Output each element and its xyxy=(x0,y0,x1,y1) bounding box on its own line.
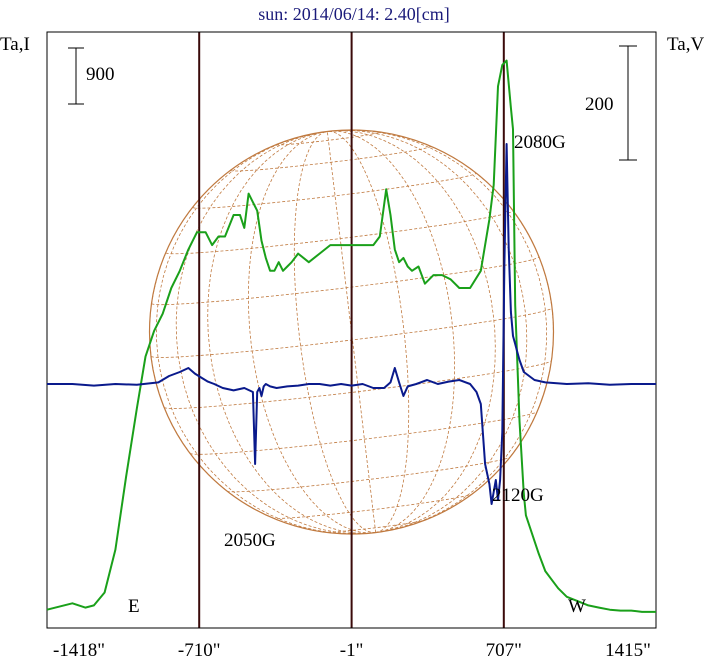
meridian-line xyxy=(149,131,376,534)
parallel-line xyxy=(192,172,477,209)
parallel-line xyxy=(189,411,538,455)
x-tick-label: 707" xyxy=(486,640,522,661)
left-axis-label: Ta,I xyxy=(0,34,30,55)
series-line-V xyxy=(47,143,656,505)
intensity-scale-label: 900 xyxy=(86,64,115,85)
meridian-line xyxy=(175,131,376,534)
east-limb-label: E xyxy=(128,596,140,617)
meridian-line xyxy=(327,130,554,533)
west-limb-label: W xyxy=(568,596,586,617)
parallel-line xyxy=(163,360,552,409)
meridian-line xyxy=(247,131,376,534)
annotation-2050g: 2050G xyxy=(224,530,276,551)
polarization-scale-label: 200 xyxy=(585,94,614,115)
intensity-scale-bar: 900 xyxy=(68,47,115,105)
meridian-line xyxy=(327,131,410,533)
meridian-line xyxy=(327,130,496,533)
plot-frame xyxy=(46,31,657,629)
chart-title: sun: 2014/06/14: 2.40[cm] xyxy=(258,4,450,24)
annotation-2120g: 2120G xyxy=(492,485,544,506)
meridian-line xyxy=(155,131,376,534)
x-tick-label: -1" xyxy=(340,640,364,661)
meridian-line xyxy=(207,131,376,534)
meridian-line xyxy=(327,130,528,533)
meridian-line xyxy=(327,130,456,533)
parallel-line xyxy=(230,146,432,172)
parallel-line xyxy=(271,493,473,519)
x-tick-label: -710" xyxy=(178,640,221,661)
polarization-scale-bar: 200 xyxy=(585,45,637,161)
meridian-line xyxy=(293,131,376,533)
series-layer xyxy=(46,59,656,613)
x-tick-label: -1418" xyxy=(53,640,105,661)
parallel-line xyxy=(322,519,427,533)
parallel-line xyxy=(275,131,381,146)
parallel-line xyxy=(226,456,511,493)
right-axis-label: Ta,V xyxy=(667,34,704,55)
annotation-2080g: 2080G xyxy=(514,132,566,153)
series-line-I xyxy=(46,59,656,613)
parallel-line xyxy=(151,256,540,306)
x-tick-label: 1415" xyxy=(605,640,651,661)
x-tick-labels: -1418" -710" -1" 707" 1415" xyxy=(53,640,651,661)
meridian-line xyxy=(327,130,548,533)
